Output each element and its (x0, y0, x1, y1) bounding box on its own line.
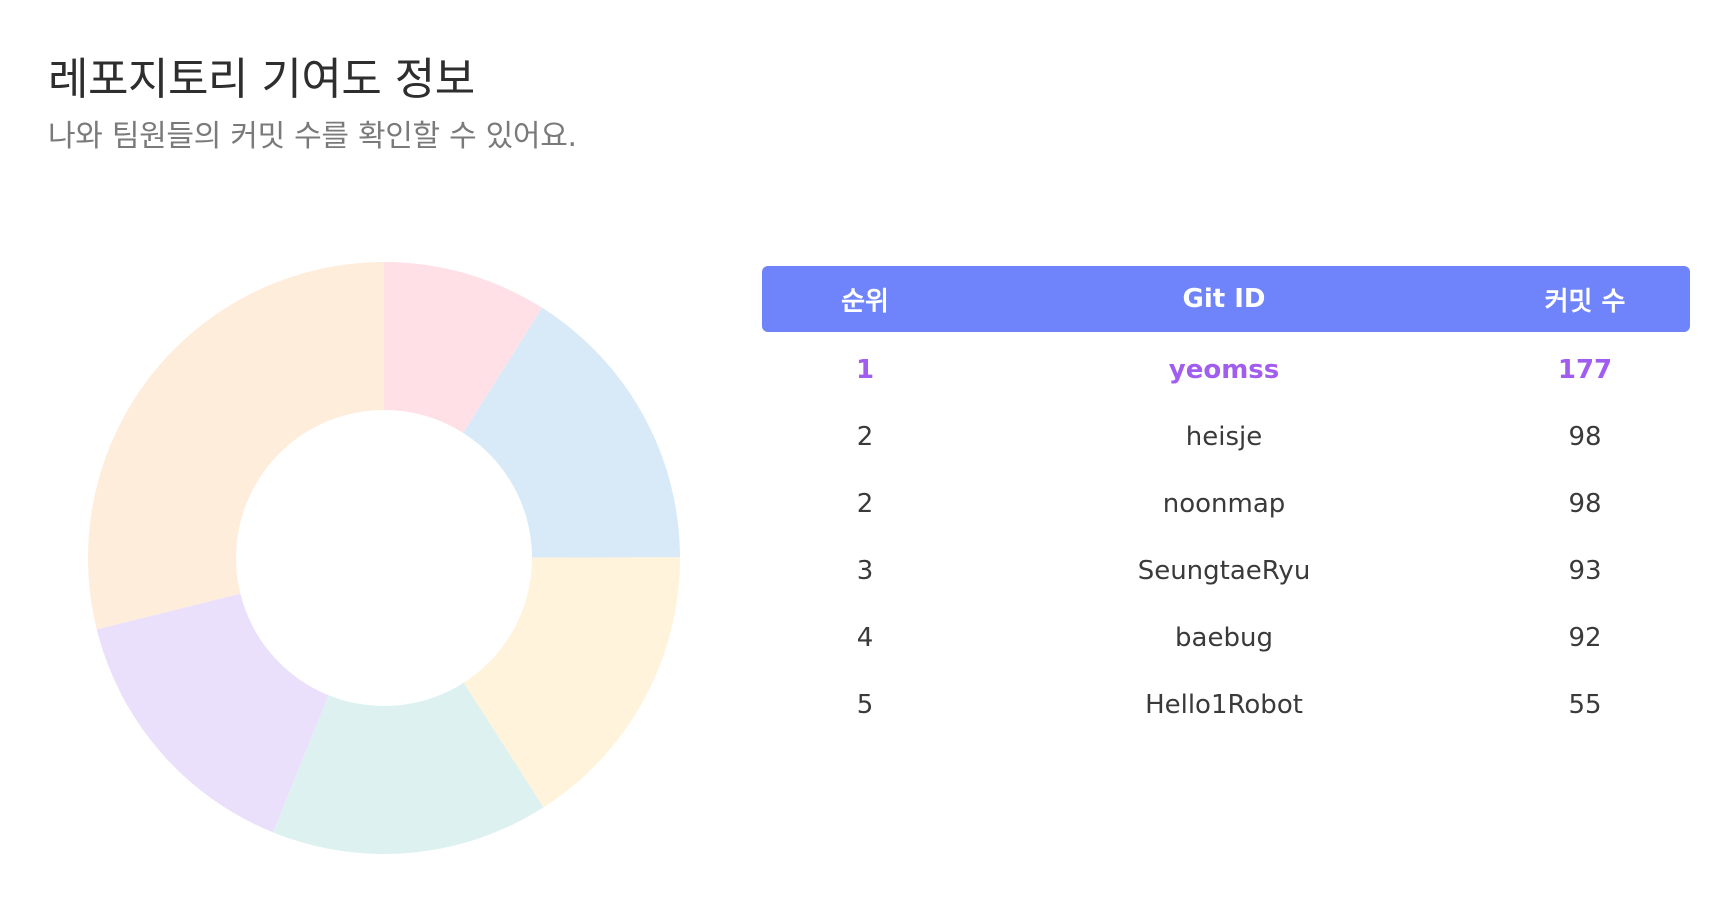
cell-commits: 98 (1568, 421, 1602, 452)
table-row: 4 baebug 92 (762, 604, 1690, 671)
contribution-table: 순위 Git ID 커밋 수 1 yeomss 177 2 heisje 98 … (762, 266, 1690, 738)
cell-rank: 2 (856, 421, 874, 452)
cell-rank: 5 (856, 689, 874, 720)
table-row: 3 SeungtaeRyu 93 (762, 537, 1690, 604)
table-row: 1 yeomss 177 (762, 336, 1690, 403)
donut-slice-5 (96, 593, 329, 833)
donut-chart-svg (88, 262, 680, 854)
cell-rank: 1 (855, 354, 875, 385)
cell-git-id: yeomss (1168, 354, 1280, 385)
table-row: 5 Hello1Robot 55 (762, 671, 1690, 738)
cell-commits: 98 (1568, 488, 1602, 519)
table-row: 2 noonmap 98 (762, 470, 1690, 537)
page-header: 레포지토리 기여도 정보 나와 팀원들의 커밋 수를 확인할 수 있어요. (48, 50, 577, 158)
cell-rank: 4 (856, 622, 874, 653)
donut-slice-3 (463, 557, 680, 808)
table-header: 순위 Git ID 커밋 수 (762, 266, 1690, 332)
cell-commits: 177 (1557, 354, 1613, 385)
donut-slice-1 (384, 262, 543, 433)
cell-commits: 92 (1568, 622, 1602, 653)
column-header-rank: 순위 (841, 286, 889, 317)
donut-slice-2 (463, 307, 680, 558)
page-title: 레포지토리 기여도 정보 (48, 54, 475, 105)
table-row: 2 heisje 98 (762, 403, 1690, 470)
column-header-git-id: Git ID (1182, 284, 1266, 314)
cell-git-id: heisje (1185, 421, 1263, 452)
donut-slice-6 (88, 262, 384, 630)
cell-commits: 93 (1568, 555, 1602, 586)
cell-git-id: baebug (1175, 622, 1273, 653)
page-subtitle: 나와 팀원들의 커밋 수를 확인할 수 있어요. (48, 119, 577, 154)
cell-commits: 55 (1568, 689, 1602, 720)
cell-git-id: SeungtaeRyu (1137, 555, 1311, 586)
table-body: 1 yeomss 177 2 heisje 98 2 noonmap 98 3 … (762, 336, 1690, 738)
donut-slice-4 (273, 682, 544, 854)
cell-rank: 3 (856, 555, 874, 586)
contribution-donut-chart (84, 258, 684, 858)
column-header-commits: 커밋 수 (1544, 286, 1626, 317)
cell-rank: 2 (856, 488, 874, 519)
cell-git-id: Hello1Robot (1145, 689, 1303, 720)
cell-git-id: noonmap (1162, 488, 1286, 519)
